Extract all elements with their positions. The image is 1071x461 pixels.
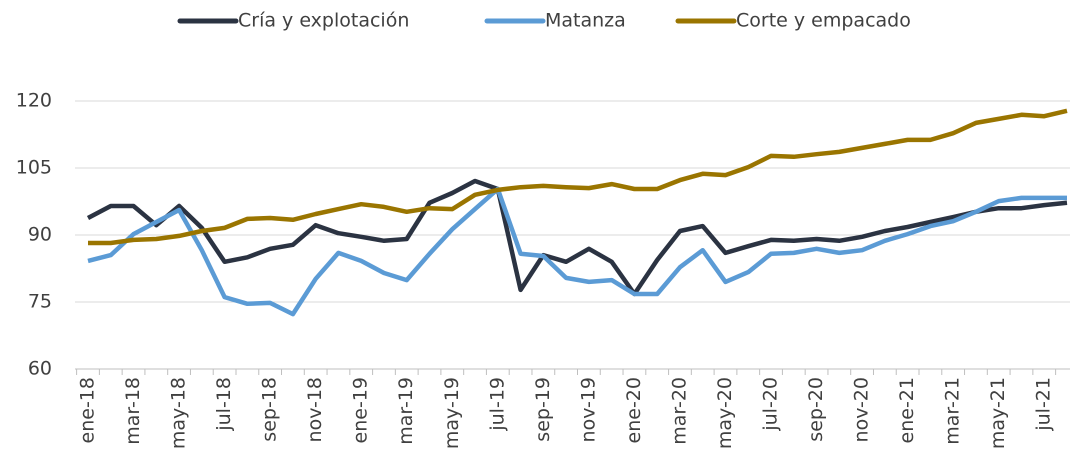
x-tick-label: sep-20 xyxy=(805,377,827,442)
legend-label: Matanza xyxy=(545,10,626,32)
y-tick-label: 60 xyxy=(28,358,52,380)
x-tick-label: nov-19 xyxy=(577,377,599,442)
x-tick-label: ene-21 xyxy=(896,377,918,443)
x-tick-label: nov-20 xyxy=(851,377,873,442)
y-tick-label: 105 xyxy=(16,157,52,179)
x-tick-label: mar-19 xyxy=(395,377,417,445)
x-tick-label: may-21 xyxy=(987,377,1009,449)
x-tick-label: sep-18 xyxy=(259,377,281,442)
legend-label: Cría y explotación xyxy=(238,10,409,32)
y-tick-label: 90 xyxy=(28,224,52,246)
x-tick-label: ene-20 xyxy=(623,377,645,443)
x-tick-label: may-20 xyxy=(714,377,736,449)
x-tick-label: ene-19 xyxy=(350,377,372,443)
x-tick-label: mar-20 xyxy=(668,377,690,445)
series-line xyxy=(86,178,1068,297)
y-tick-label: 75 xyxy=(28,291,52,313)
x-tick-label: ene-18 xyxy=(77,377,99,443)
x-tick-label: jul-18 xyxy=(213,377,235,432)
x-tick-label: jul-20 xyxy=(760,377,782,432)
series-line xyxy=(87,186,1067,317)
y-tick-label: 120 xyxy=(16,90,52,112)
x-tick-label: may-18 xyxy=(168,377,190,449)
x-tick-label: jul-19 xyxy=(486,377,508,432)
x-tick-label: may-19 xyxy=(441,377,463,449)
x-tick-label: mar-21 xyxy=(942,377,964,445)
legend-label: Corte y empacado xyxy=(736,10,911,32)
x-tick-label: nov-18 xyxy=(304,377,326,442)
series-line xyxy=(88,108,1068,246)
x-tick-label: mar-18 xyxy=(122,377,144,445)
x-tick-label: sep-19 xyxy=(532,377,554,442)
x-tick-label: jul-21 xyxy=(1033,377,1055,432)
